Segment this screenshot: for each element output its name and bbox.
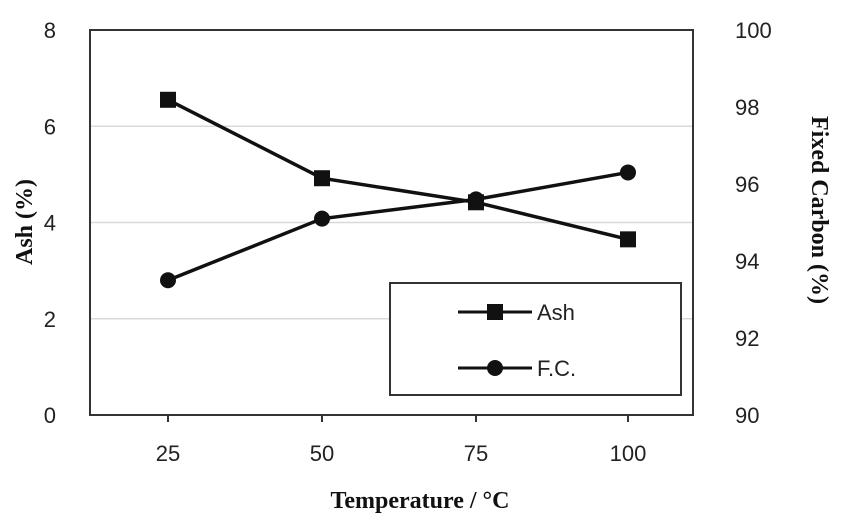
data-point-fc-1 — [314, 210, 330, 227]
data-point-ash-0 — [160, 91, 176, 108]
x-tick-label-2: 75 — [464, 441, 488, 466]
y2-tick-label-4: 98 — [735, 95, 759, 120]
legend-box — [389, 282, 682, 396]
series-layer — [160, 91, 636, 289]
plot-area-frame — [89, 29, 694, 416]
x-tick-label-3: 100 — [610, 441, 647, 466]
y-tick-label-3: 6 — [44, 114, 56, 139]
y2-axis-title: Fixed Carbon (%) — [806, 116, 832, 304]
y-tick-label-1: 2 — [44, 307, 56, 332]
series-line-fc — [167, 170, 629, 282]
y-tick-label-4: 8 — [44, 18, 56, 43]
y2-tick-label-3: 96 — [735, 172, 759, 197]
y2-tick-label-5: 100 — [735, 18, 772, 43]
axis-ticks: 0 2 4 6 8 90 92 94 96 98 100 25 50 75 100 — [44, 18, 772, 466]
legend: Ash F.C. — [389, 282, 682, 396]
y-tick-label-0: 0 — [44, 403, 56, 428]
y2-tick-label-0: 90 — [735, 403, 759, 428]
data-point-fc-2 — [468, 191, 484, 208]
data-point-fc-0 — [160, 272, 176, 289]
y-axis-title: Ash (%) — [12, 179, 38, 265]
x-tick-label-0: 25 — [156, 441, 180, 466]
y2-tick-label-1: 92 — [735, 326, 759, 351]
y-tick-label-2: 4 — [44, 211, 56, 236]
y2-tick-label-2: 94 — [735, 249, 759, 274]
legend-label-ash: Ash — [537, 300, 575, 325]
data-point-ash-3 — [620, 231, 636, 248]
series-line-ash — [167, 98, 629, 242]
legend-marker-ash — [487, 304, 503, 320]
data-point-fc-3 — [620, 164, 636, 181]
x-axis-title: Temperature / °C — [331, 488, 510, 514]
x-tick-label-1: 50 — [310, 441, 334, 466]
legend-label-fc: F.C. — [537, 356, 576, 381]
legend-marker-fc — [487, 360, 503, 376]
data-point-ash-1 — [314, 170, 330, 187]
